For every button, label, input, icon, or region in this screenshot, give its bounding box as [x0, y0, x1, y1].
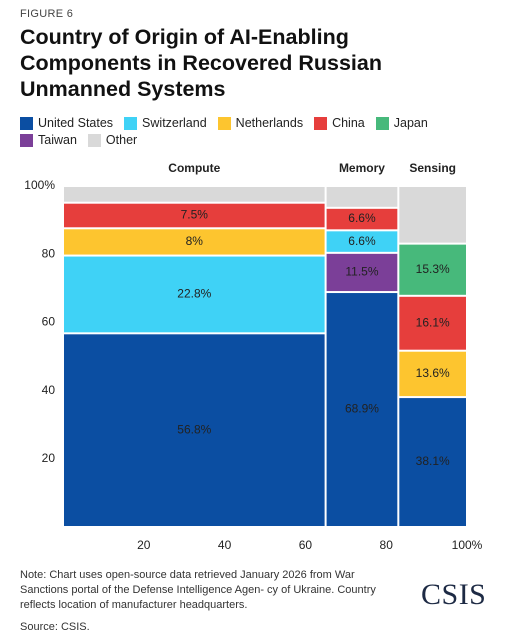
data-label: 6.6%: [348, 234, 376, 248]
note: Note: Chart uses open-source data retrie…: [20, 569, 376, 611]
legend-swatch: [20, 133, 33, 147]
legend-swatch: [314, 116, 328, 130]
legend: United States Switzerland Netherlands China…: [20, 116, 490, 147]
legend-swatch: [124, 116, 138, 130]
segment: [64, 256, 325, 333]
segment: [399, 351, 466, 397]
legend-label: United States: [38, 116, 114, 130]
legend-label: Taiwan: [38, 133, 77, 147]
segment: [326, 208, 398, 230]
data-label: 16.1%: [416, 315, 450, 329]
x-tick-label: 20: [137, 538, 151, 552]
legend-item: United States: [20, 116, 113, 130]
data-label: 56.8%: [177, 422, 211, 436]
legend-item: Netherlands: [217, 116, 304, 130]
legend-label: Other: [105, 133, 138, 147]
segment: [399, 187, 466, 243]
data-label: 11.5%: [345, 265, 378, 279]
legend-item: Other: [87, 133, 138, 147]
legend-item: Japan: [375, 116, 428, 130]
x-tick-label: 80: [380, 538, 394, 552]
data-label: 68.9%: [345, 402, 379, 416]
y-tick-label: 20: [42, 451, 56, 465]
data-label: 7.5%: [181, 208, 209, 222]
legend-item: China: [314, 116, 365, 130]
legend-swatch: [20, 116, 33, 130]
legend-swatch: [375, 116, 389, 130]
logo: CSIS: [421, 578, 487, 611]
figure-label: FIGURE 6: [20, 8, 74, 20]
y-tick-label: 60: [42, 315, 56, 329]
x-tick-label: 100%: [452, 538, 483, 552]
data-label: 38.1%: [416, 454, 450, 468]
legend-label: Japan: [393, 116, 428, 130]
segment: [326, 293, 398, 526]
segment: [399, 244, 466, 295]
column-header: Compute: [168, 161, 220, 175]
chart-title: Country of Origin of AI-Enabling Compone…: [20, 25, 382, 101]
segment: [399, 296, 466, 350]
segment: [64, 334, 325, 526]
y-tick-label: 80: [42, 246, 56, 260]
legend-item: Taiwan: [20, 133, 77, 147]
y-tick-label: 100%: [24, 178, 55, 192]
segment: [64, 229, 325, 255]
source: Source: CSIS.: [20, 621, 90, 633]
segment: [64, 203, 325, 228]
legend-label: Netherlands: [235, 116, 304, 130]
legend-swatch: [87, 133, 101, 147]
segment: [399, 398, 466, 526]
x-tick-label: 40: [218, 538, 232, 552]
segment: [326, 187, 398, 207]
data-label: 8%: [186, 234, 204, 248]
segment: [326, 231, 398, 252]
data-label: 22.8%: [177, 287, 211, 301]
legend-item: Switzerland: [124, 116, 207, 130]
column-header: Sensing: [409, 161, 456, 175]
legend-label: Switzerland: [142, 116, 207, 130]
column-header: Memory: [339, 161, 385, 175]
legend-swatch: [217, 116, 231, 130]
segment: [326, 253, 398, 292]
legend-label: China: [332, 116, 365, 130]
segment: [64, 187, 325, 202]
data-label: 13.6%: [416, 366, 450, 380]
x-tick-label: 60: [299, 538, 313, 552]
y-tick-label: 40: [42, 383, 56, 397]
data-label: 6.6%: [348, 211, 376, 225]
data-label: 15.3%: [416, 262, 450, 276]
